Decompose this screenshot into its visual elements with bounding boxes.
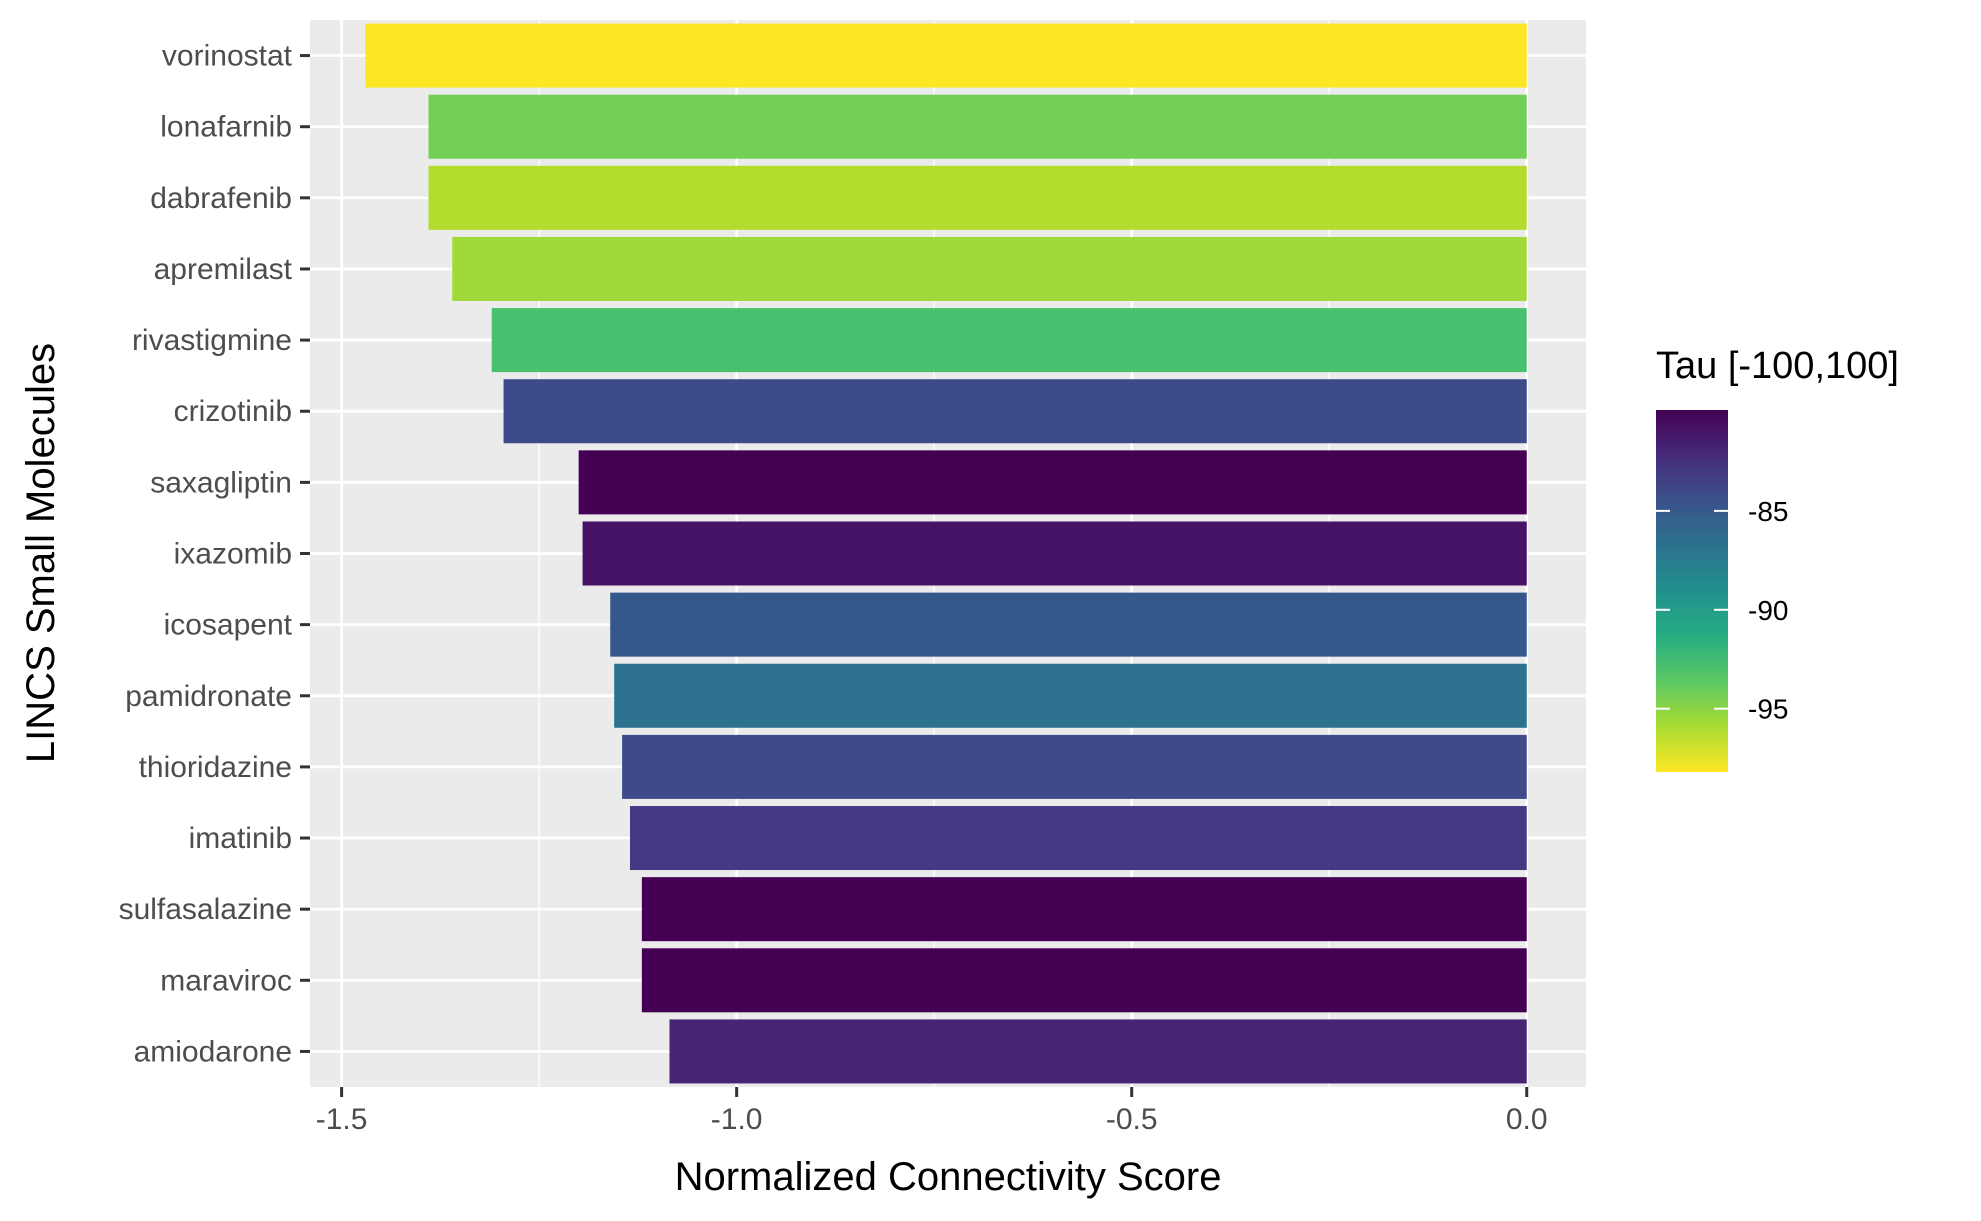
y-tick-label: icosapent [164,609,293,642]
bar-vorinostat [365,23,1527,88]
y-tick-label: vorinostat [162,40,293,73]
y-tick-label: maraviroc [160,964,292,997]
y-tick-label: rivastigmine [132,324,292,357]
bar-rivastigmine [491,308,1527,373]
y-tick-label: amiodarone [134,1035,292,1068]
bar-dabrafenib [428,165,1527,230]
y-tick-label: sulfasalazine [119,893,292,926]
y-tick-label: ixazomib [174,538,292,571]
legend-label: -85 [1748,496,1788,527]
bar-ixazomib [582,521,1527,586]
legend-label: -90 [1748,595,1788,626]
y-tick-label: crizotinib [174,395,292,428]
bar-imatinib [629,806,1527,871]
color-legend: Tau [-100,100] -85 -90 -95 [1656,345,1899,772]
x-tick-label: -1.0 [711,1103,763,1136]
bar-pamidronate [614,663,1527,728]
x-tick-label: 0.0 [1506,1103,1548,1136]
bar-thioridazine [622,734,1527,799]
legend-colorbar [1656,410,1728,772]
y-axis-title: LINCS Small Molecules [19,343,63,763]
bar-icosapent [610,592,1527,657]
legend-label: -95 [1748,694,1788,725]
bar-apremilast [452,236,1527,301]
bar-crizotinib [503,379,1527,444]
bar-lonafarnib [428,94,1527,159]
y-axis: vorinostat lonafarnib dabrafenib apremilast… [119,40,310,1068]
bar-amiodarone [669,1019,1527,1084]
x-axis: -1.5 -1.0 -0.5 0.0 [316,1087,1548,1136]
y-tick-label: saxagliptin [150,466,292,499]
legend-title: Tau [-100,100] [1656,345,1899,387]
x-tick-label: -0.5 [1106,1103,1158,1136]
bar-maraviroc [641,948,1527,1013]
x-tick-label: -1.5 [316,1103,368,1136]
bars [365,23,1527,1084]
bar-saxagliptin [578,450,1527,515]
y-tick-label: lonafarnib [160,111,292,144]
y-tick-label: dabrafenib [150,182,292,215]
y-tick-label: apremilast [154,253,293,286]
y-tick-label: imatinib [189,822,292,855]
y-tick-label: pamidronate [125,680,292,713]
y-tick-label: thioridazine [139,751,292,784]
x-axis-title: Normalized Connectivity Score [675,1155,1222,1199]
bar-sulfasalazine [641,877,1527,942]
